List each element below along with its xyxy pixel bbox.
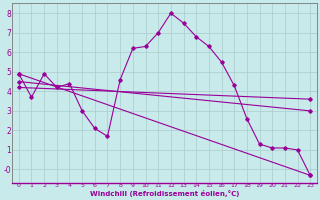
X-axis label: Windchill (Refroidissement éolien,°C): Windchill (Refroidissement éolien,°C) — [90, 190, 239, 197]
